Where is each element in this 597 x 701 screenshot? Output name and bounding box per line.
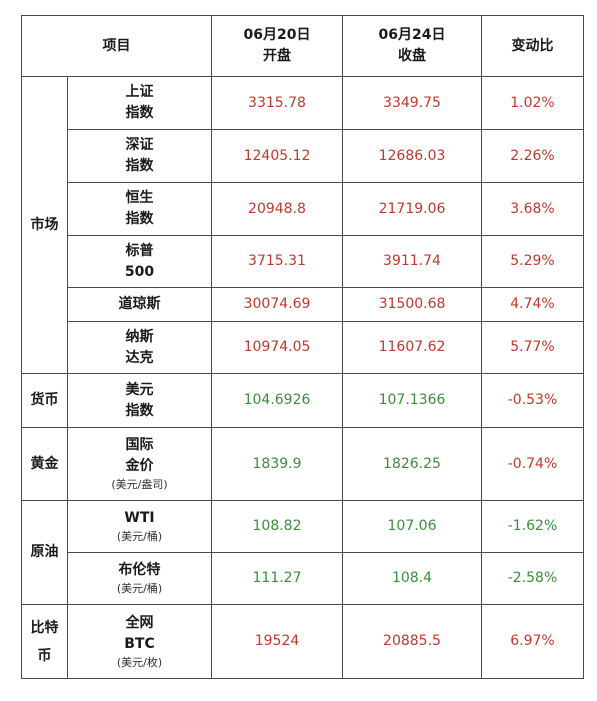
change-value: -1.62% (481, 500, 584, 553)
open-value: 10974.05 (211, 321, 343, 374)
close-value: 20885.5 (342, 604, 482, 679)
table-row: 布伦特 (美元/桶) 111.27 108.4 -2.58% (22, 552, 584, 605)
item-name-line1: 恒生 (125, 190, 154, 206)
item-name-line2: 指数 (125, 105, 154, 121)
item-name-line2: 指数 (125, 402, 154, 419)
open-value: 12405.12 (211, 129, 343, 183)
category-gold: 黄金 (21, 427, 68, 501)
item-name-line2: 达克 (125, 349, 154, 366)
table-row: 原油 WTI (美元/桶) 108.82 107.06 -1.62% (21, 500, 584, 605)
item-name: 上证 指数 (67, 76, 212, 130)
close-value: 108.4 (342, 552, 482, 605)
change-value: -0.53% (481, 373, 584, 428)
close-value: 21719.06 (342, 182, 482, 236)
open-value: 20948.8 (211, 182, 343, 236)
item-name-line1: WTI (124, 510, 155, 526)
header-open-label: 开盘 (263, 48, 291, 64)
open-value: 104.6926 (211, 373, 343, 428)
category-bitcoin-line1: 比特 (30, 619, 59, 636)
table-row: 道琼斯 30074.69 31500.68 4.74% (22, 287, 584, 322)
category-currency: 货币 (21, 373, 68, 428)
change-value: 5.29% (481, 235, 584, 288)
open-value: 108.82 (211, 500, 343, 553)
close-value: 12686.03 (342, 129, 482, 183)
category-market: 市场 (21, 76, 68, 374)
table-row: 恒生 指数 20948.8 21719.06 3.68% (22, 182, 584, 236)
item-name-line2: 500 (124, 263, 155, 280)
item-name-line1: 全网 (125, 614, 154, 631)
item-name: WTI (美元/桶) (67, 500, 212, 553)
close-value: 11607.62 (342, 321, 482, 374)
table-row: 比特 币 全网 BTC (美元/枚) 19524 20885.5 6.97% (21, 604, 584, 679)
item-name: 全网 BTC (美元/枚) (67, 604, 212, 679)
change-value: 3.68% (481, 182, 584, 236)
item-unit: (美元/盎司) (111, 478, 168, 491)
item-name-line2: 指数 (125, 211, 154, 227)
item-name-line1: 上证 (125, 84, 154, 100)
open-value: 3315.78 (211, 76, 343, 130)
header-open: 06月20日 开盘 (211, 15, 343, 77)
category-bitcoin-line2: 币 (37, 647, 52, 664)
change-value: -0.74% (481, 427, 584, 501)
open-value: 19524 (211, 604, 343, 679)
table-row: 货币 美元 指数 104.6926 107.1366 -0.53% (21, 373, 584, 428)
close-value: 1826.25 (342, 427, 482, 501)
header-row: 项目 06月20日 开盘 06月24日 收盘 变动比 (21, 15, 584, 77)
item-name: 纳斯 达克 (67, 321, 212, 374)
item-name-line1: 美元 (125, 381, 154, 398)
item-name-line2: BTC (124, 635, 155, 652)
item-name-line1: 标普 (125, 242, 154, 259)
table-row: 标普 500 3715.31 3911.74 5.29% (22, 235, 584, 288)
close-value: 3349.75 (342, 76, 482, 130)
change-value: 4.74% (481, 287, 584, 322)
item-name: 恒生 指数 (67, 182, 212, 236)
item-name: 美元 指数 (67, 373, 212, 428)
item-name-line1: 深证 (125, 137, 154, 153)
item-unit: (美元/桶) (116, 530, 163, 543)
table-row: 市场 上证 指数 3315.78 3349.75 1.02% (21, 76, 584, 374)
item-name: 国际 金价 (美元/盎司) (67, 427, 212, 501)
change-value: 1.02% (481, 76, 584, 130)
close-value: 31500.68 (342, 287, 482, 322)
close-value: 107.1366 (342, 373, 482, 428)
close-value: 3911.74 (342, 235, 482, 288)
change-value: 6.97% (481, 604, 584, 679)
category-oil: 原油 (21, 500, 68, 605)
header-close: 06月24日 收盘 (342, 15, 482, 77)
item-name: 标普 500 (67, 235, 212, 288)
table-row: 黄金 国际 金价 (美元/盎司) 1839.9 1826.25 -0.74% (21, 427, 584, 501)
item-name-line1: 布伦特 (118, 562, 161, 578)
item-name: 深证 指数 (67, 129, 212, 183)
header-close-date: 06月24日 (378, 27, 446, 43)
table-row: 纳斯 达克 10974.05 11607.62 5.77% (22, 321, 584, 374)
table-row: 深证 指数 12405.12 12686.03 2.26% (22, 129, 584, 183)
header-close-label: 收盘 (398, 48, 426, 64)
header-item: 项目 (21, 15, 212, 77)
item-name-line2: 金价 (125, 458, 154, 474)
header-open-date: 06月20日 (243, 27, 311, 43)
change-value: -2.58% (481, 552, 584, 605)
item-unit: (美元/枚) (116, 655, 163, 669)
change-value: 2.26% (481, 129, 584, 183)
open-value: 1839.9 (211, 427, 343, 501)
market-change-table: 项目 06月20日 开盘 06月24日 收盘 变动比 市场 上证 指数 3315… (21, 15, 584, 679)
item-name: 布伦特 (美元/桶) (67, 552, 212, 605)
item-unit: (美元/桶) (116, 582, 163, 595)
header-change: 变动比 (481, 15, 584, 77)
item-name: 道琼斯 (67, 287, 212, 322)
open-value: 111.27 (211, 552, 343, 605)
item-name-line1: 纳斯 (125, 328, 154, 345)
item-name-line2: 指数 (125, 158, 154, 174)
item-name-line1: 国际 (125, 437, 154, 453)
close-value: 107.06 (342, 500, 482, 553)
category-bitcoin: 比特 币 (21, 604, 68, 679)
open-value: 3715.31 (211, 235, 343, 288)
open-value: 30074.69 (211, 287, 343, 322)
change-value: 5.77% (481, 321, 584, 374)
